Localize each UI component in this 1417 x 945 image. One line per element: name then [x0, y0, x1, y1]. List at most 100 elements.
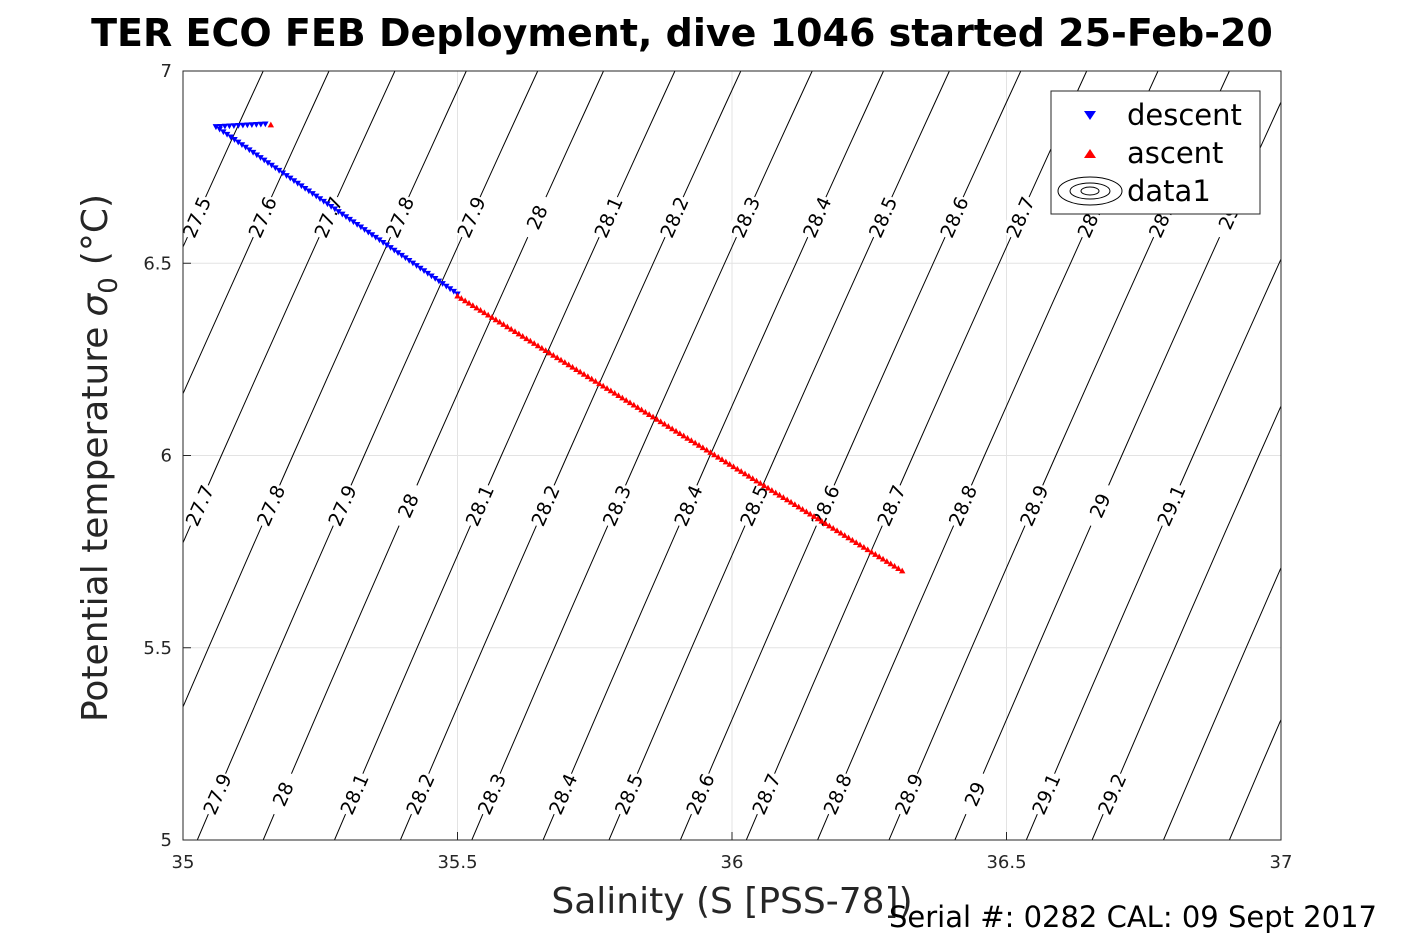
svg-text:28.8: 28.8 [820, 771, 857, 819]
y-tick-label: 6 [161, 446, 172, 467]
x-tick-label: 36.5 [986, 852, 1026, 873]
isopycnal-label: 29 [955, 769, 994, 819]
ascent-point [626, 399, 634, 406]
ascent-point [657, 418, 664, 425]
ascent-point [676, 430, 684, 436]
isopycnal-label: 27.6 [243, 192, 282, 242]
ascent-point [726, 461, 733, 467]
ascent-point [557, 356, 565, 363]
descent-point [424, 270, 431, 277]
ascent-point [538, 344, 546, 351]
ascent-point [638, 406, 645, 413]
ascent-point [852, 539, 860, 545]
descent-point [227, 134, 235, 141]
y-tick-label: 5 [161, 830, 172, 851]
x-tick-label: 36 [721, 852, 744, 873]
ascent-point [722, 458, 730, 465]
ascent-point [814, 515, 822, 522]
ascent-point [458, 295, 465, 301]
svg-text:27.8: 27.8 [382, 194, 419, 242]
descent-point [405, 257, 413, 264]
ascent-point [718, 456, 726, 463]
isopycnal-label: 28.7 [872, 480, 911, 531]
ascent-point [887, 560, 894, 567]
y-tick-label: 5.5 [143, 638, 172, 659]
ascent-point [665, 423, 672, 429]
svg-text:28.6: 28.6 [682, 771, 719, 819]
svg-text:28.8: 28.8 [945, 482, 982, 530]
legend-ascent-marker [1084, 149, 1096, 158]
y-tick-label: 6.5 [143, 253, 172, 274]
isopycnal-label: 28.2 [526, 480, 565, 531]
descent-point [248, 122, 256, 128]
ascent-point [645, 411, 653, 417]
isopycnal-label: 27.8 [251, 480, 290, 531]
ascent-point [580, 370, 588, 377]
descent-point [435, 278, 443, 285]
ascent-point [668, 425, 676, 432]
descent-point [339, 211, 346, 218]
descent-point [305, 188, 313, 195]
descent-point [253, 121, 260, 128]
descent-point [294, 180, 301, 187]
descent-point [335, 209, 342, 215]
isopycnal-label: 28.8 [818, 769, 857, 819]
isopycnal-label: 28 [517, 192, 556, 242]
ascent-point [527, 337, 534, 344]
ascent-point [741, 470, 749, 477]
descent-point [235, 139, 242, 146]
ascent-point [688, 437, 695, 444]
descent-point [301, 185, 309, 192]
ascent-point [703, 446, 710, 453]
ascent-point [891, 562, 898, 569]
descent-point [428, 273, 435, 280]
ascent-point [872, 551, 879, 557]
isopycnal-label: 28.2 [655, 192, 694, 242]
ascent-point [622, 397, 630, 403]
svg-text:27.7: 27.7 [182, 482, 219, 530]
isopycnal-label: 28.6 [681, 769, 720, 819]
ascent-point [523, 335, 530, 342]
ascent-point [653, 415, 661, 422]
isopycnal-label: 27.9 [323, 480, 362, 531]
ascent-point [749, 475, 756, 481]
descent-point [262, 121, 269, 128]
descent-point [244, 122, 251, 129]
ascent-point [546, 349, 553, 356]
isopycnal-label: 27.8 [380, 192, 419, 242]
svg-text:27.7: 27.7 [310, 194, 347, 242]
descent-point [353, 221, 361, 228]
svg-text:28.5: 28.5 [611, 771, 648, 819]
ascent-point [787, 498, 795, 505]
isopycnal-label: 28.5 [863, 192, 902, 242]
descent-point [413, 263, 420, 269]
ascent-point [565, 361, 572, 368]
descent-point [226, 123, 233, 130]
ascent-point [550, 351, 557, 358]
isopycnal-label: 27.9 [198, 769, 237, 819]
ascent-point [619, 394, 626, 401]
isopycnal-label: 28.3 [472, 769, 511, 819]
descent-point [279, 170, 287, 177]
isopycnal-label: 28.5 [609, 769, 648, 819]
ascent-point [500, 321, 507, 327]
ascent-point [630, 401, 638, 408]
y-axis-label: Potential temperature σ0 (°C) [75, 194, 124, 722]
legend-descent-label: descent [1127, 98, 1242, 132]
svg-text:28.4: 28.4 [799, 194, 836, 242]
ascent-point [714, 453, 722, 460]
descent-point [387, 245, 394, 251]
descent-point [432, 276, 439, 282]
ascent-point [569, 363, 576, 370]
descent-point [443, 283, 450, 290]
svg-text:29.1: 29.1 [1028, 771, 1065, 819]
ascent-point [745, 472, 753, 479]
svg-text:28.7: 28.7 [748, 771, 785, 819]
x-tick-label: 35 [172, 852, 195, 873]
descent-point [253, 152, 261, 159]
legend-ascent-label: ascent [1127, 136, 1223, 170]
descent-point [221, 123, 229, 130]
descent-point [257, 155, 264, 161]
svg-text:27.9: 27.9 [453, 194, 490, 242]
ascent-point [484, 311, 492, 318]
